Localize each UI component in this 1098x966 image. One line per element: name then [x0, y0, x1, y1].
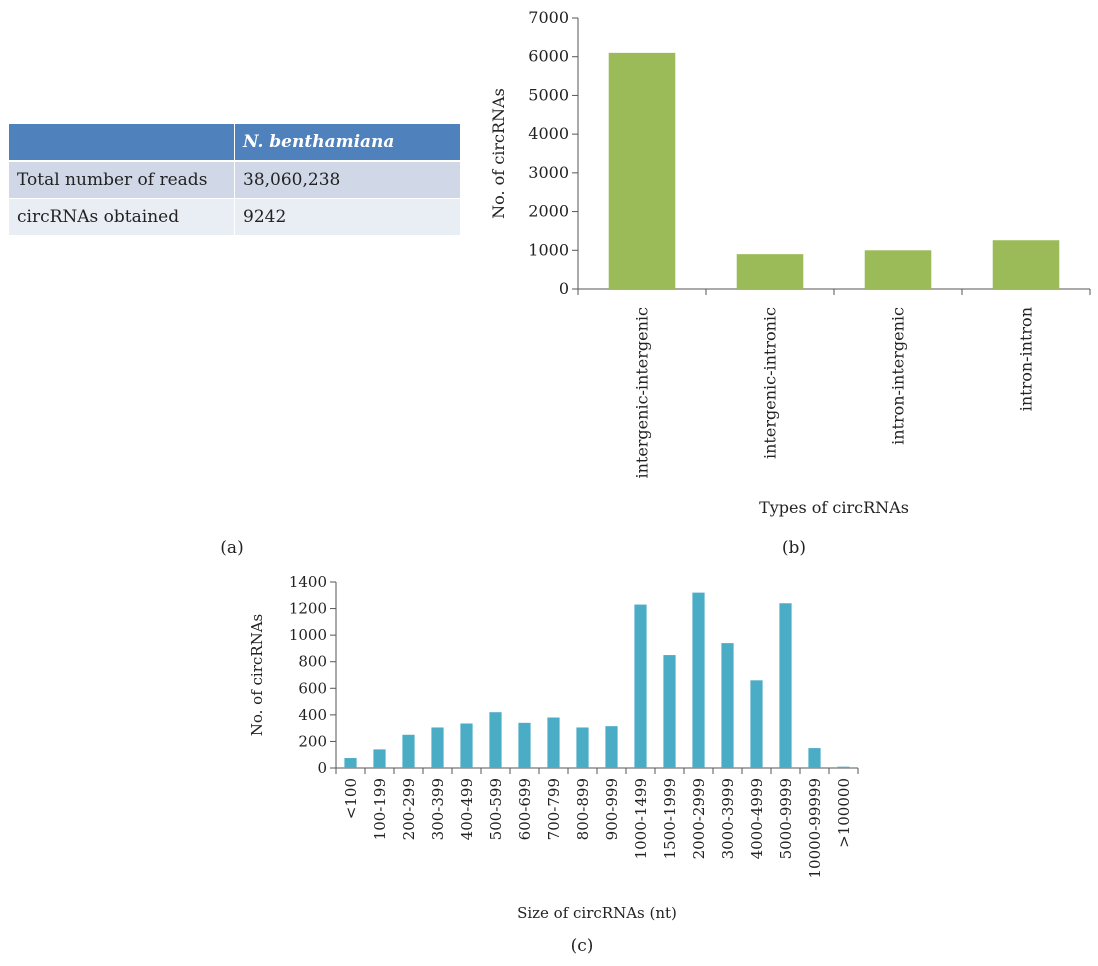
bar	[837, 766, 850, 768]
y-tick-label: 400	[298, 706, 327, 724]
y-axis-title: No. of circRNAs	[489, 88, 508, 219]
bar	[344, 758, 357, 768]
x-tick-label: 200-299	[400, 778, 418, 840]
bar	[864, 250, 932, 289]
table-cell-label: Total number of reads	[8, 160, 235, 199]
bar	[779, 603, 792, 768]
y-tick-label: 6000	[528, 47, 569, 66]
x-tick-label: 3000-3999	[719, 778, 737, 859]
bar	[808, 748, 821, 768]
bar	[605, 726, 618, 768]
x-tick-label: <100	[342, 778, 360, 819]
panel-label-a: (a)	[220, 538, 244, 558]
x-tick-label: intergenic-intronic	[761, 307, 780, 459]
bar	[750, 680, 763, 768]
y-tick-label: 0	[559, 279, 569, 298]
y-tick-label: 3000	[528, 163, 569, 182]
bar	[547, 717, 560, 768]
y-tick-label: 600	[298, 679, 327, 697]
table-row: circRNAs obtained 9242	[8, 198, 461, 236]
x-tick-label: 900-999	[603, 778, 621, 840]
summary-table: N. benthamiana Total number of reads 38,…	[8, 123, 461, 236]
table-header-row: N. benthamiana	[8, 123, 461, 162]
y-axis-title: No. of circRNAs	[248, 614, 266, 737]
bar	[736, 254, 804, 289]
x-tick-label: >100000	[835, 778, 853, 848]
y-tick-label: 1200	[289, 600, 327, 618]
panel-label-b: (b)	[781, 538, 807, 558]
bar	[721, 643, 734, 768]
x-tick-label: 300-399	[429, 778, 447, 840]
bar	[402, 734, 415, 768]
y-tick-label: 1000	[289, 626, 327, 644]
x-tick-label: intergenic-intergenic	[633, 307, 652, 479]
table-header-cell	[8, 123, 235, 162]
bar	[663, 655, 676, 768]
y-tick-label: 5000	[528, 85, 569, 104]
x-tick-label: 4000-4999	[748, 778, 766, 859]
table-cell-value: 9242	[234, 198, 461, 236]
x-tick-label: 500-599	[487, 778, 505, 840]
x-tick-label: intron-intron	[1017, 307, 1036, 411]
bar	[489, 712, 502, 768]
x-tick-label: 800-899	[574, 778, 592, 840]
table-cell-value: 38,060,238	[234, 160, 461, 199]
x-tick-label: 700-799	[545, 778, 563, 840]
x-tick-label: 2000-2999	[690, 778, 708, 859]
bar	[460, 723, 473, 768]
table-row: Total number of reads 38,060,238	[8, 160, 461, 199]
x-tick-label: intron-intergenic	[889, 307, 908, 445]
y-tick-label: 200	[298, 732, 327, 750]
bar	[518, 722, 531, 768]
panel-label-c: (c)	[570, 936, 594, 956]
x-tick-label: 400-499	[458, 778, 476, 840]
x-axis-title: Size of circRNAs (nt)	[517, 904, 677, 922]
y-tick-label: 1000	[528, 240, 569, 259]
y-tick-label: 2000	[528, 202, 569, 221]
bar	[608, 52, 676, 289]
bar	[373, 749, 386, 768]
x-tick-label: 1500-1999	[661, 778, 679, 859]
x-axis-title: Types of circRNAs	[759, 498, 909, 517]
bar	[692, 592, 705, 768]
x-tick-label: 600-699	[516, 778, 534, 840]
bar	[431, 727, 444, 768]
x-tick-label: 100-199	[371, 778, 389, 840]
x-tick-label: 5000-9999	[777, 778, 795, 859]
x-tick-label: 10000-99999	[806, 778, 824, 879]
bar	[992, 240, 1060, 289]
table-header-cell: N. benthamiana	[234, 123, 461, 162]
bar	[634, 604, 647, 768]
y-tick-label: 1400	[289, 573, 327, 591]
y-tick-label: 4000	[528, 124, 569, 143]
bar	[576, 727, 589, 768]
y-tick-label: 7000	[528, 8, 569, 27]
y-tick-label: 0	[317, 759, 327, 777]
y-tick-label: 800	[298, 653, 327, 671]
x-tick-label: 1000-1499	[632, 778, 650, 859]
